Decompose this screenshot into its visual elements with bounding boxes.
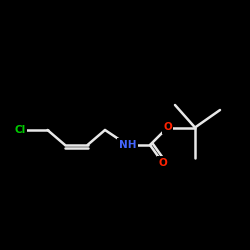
Text: Cl: Cl [14,125,26,135]
Text: O: O [163,122,172,132]
Text: NH: NH [119,140,136,150]
Text: O: O [158,158,167,168]
